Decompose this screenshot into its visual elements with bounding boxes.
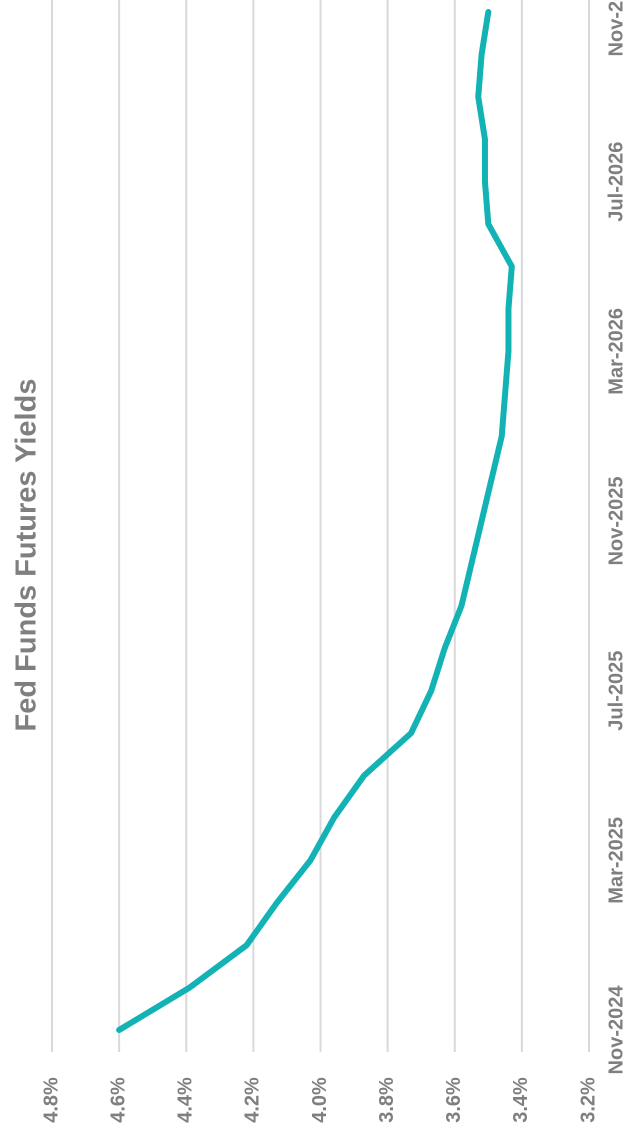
y-tick-label: 4.2%: [242, 1077, 264, 1123]
y-tick-label: 4.0%: [309, 1077, 331, 1123]
x-tick-label: Jul-2025: [605, 651, 627, 731]
x-tick-label: Nov-2026: [605, 0, 627, 56]
y-tick-label: 3.4%: [510, 1077, 532, 1123]
x-tick-label: Mar-2025: [605, 817, 627, 904]
x-tick-label: Jul-2026: [605, 142, 627, 222]
x-tick-label: Nov-2025: [605, 477, 627, 566]
y-tick-label: 3.6%: [443, 1077, 465, 1123]
y-tick-label: 4.8%: [40, 1077, 62, 1123]
series-line: [116, 9, 515, 1033]
x-tick-label: Mar-2026: [605, 308, 627, 395]
y-tick-label: 4.6%: [107, 1077, 129, 1123]
chart-title: Fed Funds Futures Yields: [11, 379, 43, 732]
y-tick-label: 4.4%: [175, 1077, 197, 1123]
y-tick-label: 3.2%: [577, 1077, 599, 1123]
x-tick-label: Nov-2024: [605, 985, 627, 1075]
y-tick-label: 3.8%: [376, 1077, 398, 1123]
